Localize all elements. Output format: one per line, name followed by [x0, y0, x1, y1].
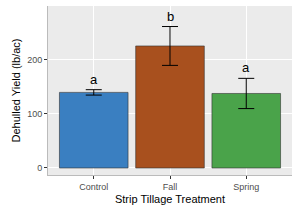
svg-text:a: a — [90, 72, 98, 87]
svg-text:Dehulled Yield (lb/ac): Dehulled Yield (lb/ac) — [10, 39, 22, 143]
svg-text:Spring: Spring — [233, 182, 259, 192]
svg-text:200: 200 — [27, 55, 42, 65]
svg-text:b: b — [167, 9, 174, 24]
svg-text:0: 0 — [37, 163, 42, 173]
svg-text:a: a — [242, 60, 250, 75]
svg-text:Strip Tillage Treatment: Strip Tillage Treatment — [115, 193, 225, 205]
svg-text:Fall: Fall — [163, 182, 178, 192]
svg-text:100: 100 — [27, 109, 42, 119]
svg-text:Control: Control — [79, 182, 108, 192]
